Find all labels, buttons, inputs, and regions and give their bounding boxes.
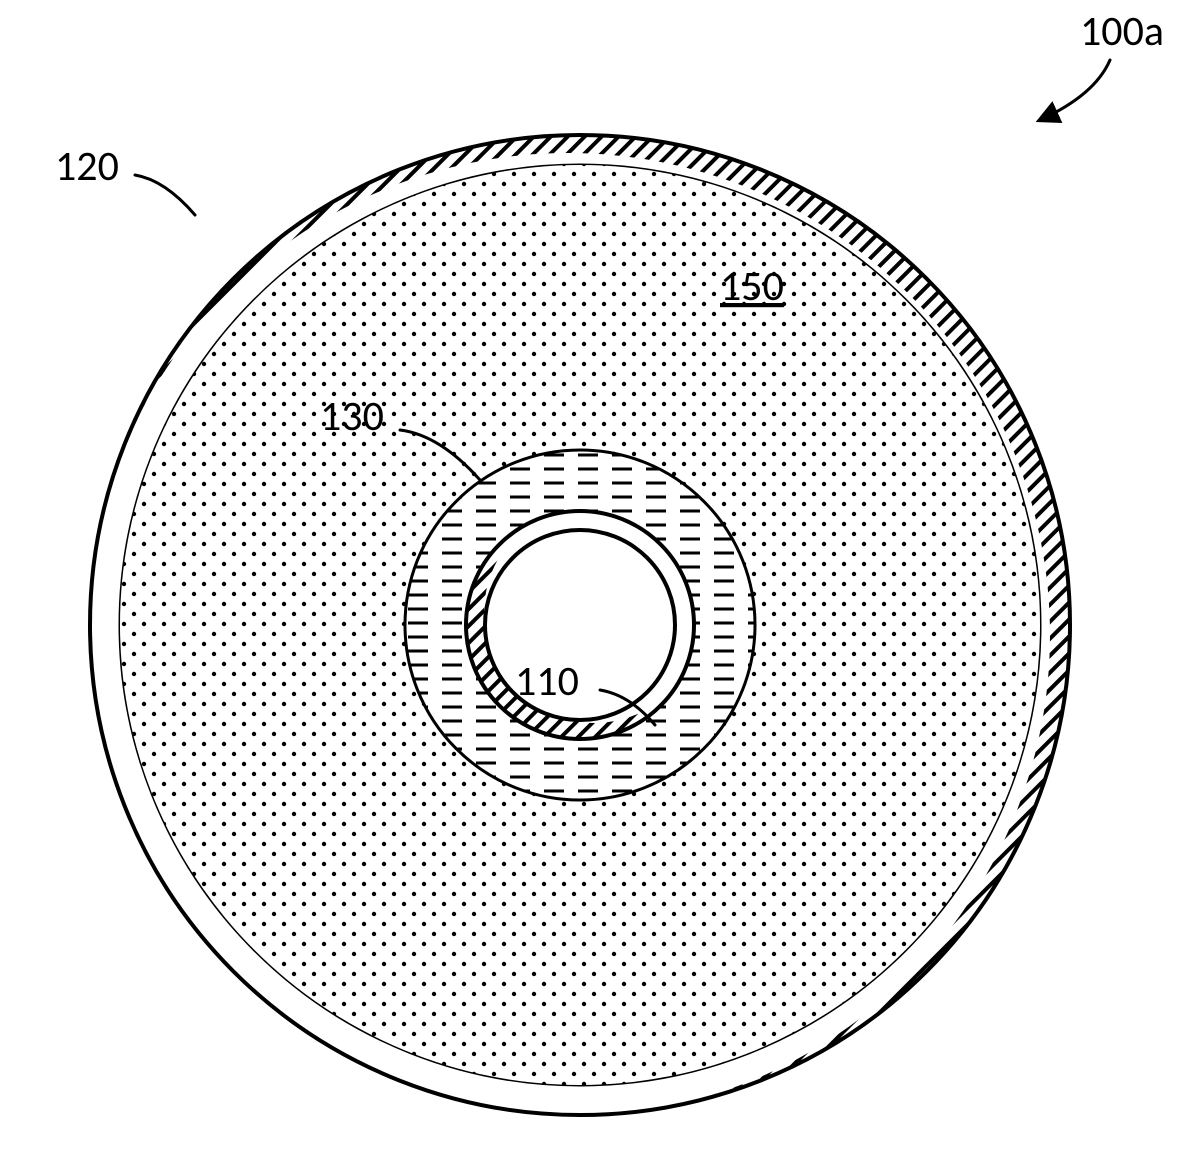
- label-120-text: 120: [55, 141, 119, 192]
- label-150: 150: [720, 261, 784, 312]
- label-150-text: 150: [720, 261, 784, 312]
- label-100a-text: 100a: [1080, 6, 1164, 57]
- figure-svg: 100a 120 150 130 110: [0, 0, 1178, 1174]
- layer-bore: [485, 530, 675, 720]
- label-130-text: 130: [320, 391, 384, 442]
- label-110-text: 110: [515, 656, 579, 707]
